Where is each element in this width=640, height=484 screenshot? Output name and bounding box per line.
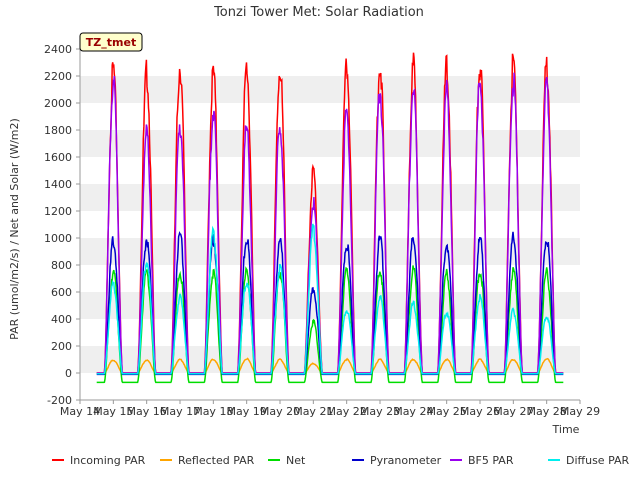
y-tick-label: 1400 — [44, 178, 72, 191]
legend-label: Incoming PAR — [70, 454, 146, 467]
x-tick-label: May 22 — [327, 405, 367, 418]
y-axis-ticks: -200 0 200 400 600 800 1000 1200 1400 1600 1800 200… — [44, 43, 80, 407]
plot-background — [80, 49, 580, 400]
y-tick-label: 1000 — [44, 232, 72, 245]
grid-band — [80, 292, 580, 319]
x-tick-label: May 29 — [560, 405, 600, 418]
legend: Incoming PAR Reflected PAR Net Pyranometer B… — [52, 454, 630, 467]
grid-bands — [80, 76, 580, 373]
y-tick-label: 400 — [51, 313, 72, 326]
y-tick-label: 2400 — [44, 43, 72, 56]
x-tick-label: May 24 — [393, 405, 433, 418]
y-tick-label: 2200 — [44, 70, 72, 83]
legend-label: Reflected PAR — [178, 454, 255, 467]
y-tick-label: 800 — [51, 259, 72, 272]
legend-label: BF5 PAR — [468, 454, 514, 467]
grid-band — [80, 346, 580, 373]
x-tick-label: May 16 — [127, 405, 167, 418]
x-tick-label: May 25 — [427, 405, 467, 418]
grid-band — [80, 130, 580, 157]
x-tick-label: May 15 — [93, 405, 133, 418]
x-tick-label: May 23 — [360, 405, 400, 418]
y-tick-label: 2000 — [44, 97, 72, 110]
site-label-box: TZ_tmet — [79, 32, 143, 52]
y-tick-label: 0 — [65, 367, 72, 380]
legend-label: Net — [286, 454, 306, 467]
x-tick-label: May 20 — [260, 405, 300, 418]
y-tick-label: 1200 — [44, 205, 72, 218]
x-tick-label: May 28 — [527, 405, 567, 418]
x-tick-label: May 26 — [460, 405, 500, 418]
x-axis-label: Time — [552, 423, 580, 436]
x-tick-label: May 18 — [193, 405, 233, 418]
x-tick-label: May 14 — [60, 405, 100, 418]
x-tick-label: May 21 — [293, 405, 333, 418]
y-tick-label: 1800 — [44, 124, 72, 137]
grid-band — [80, 238, 580, 265]
legend-label: Pyranometer — [370, 454, 442, 467]
site-label: TZ_tmet — [86, 36, 136, 49]
grid-band — [80, 184, 580, 211]
x-tick-label: May 27 — [493, 405, 533, 418]
grid-band — [80, 76, 580, 103]
y-tick-label: 600 — [51, 286, 72, 299]
x-tick-label: May 19 — [227, 405, 267, 418]
y-tick-label: -200 — [47, 394, 72, 407]
y-tick-label: 1600 — [44, 151, 72, 164]
series-lines — [96, 52, 564, 384]
y-axis-label: PAR (umol/m2/s) / Net and Solar (W/m2) — [8, 118, 21, 340]
chart-title: Tonzi Tower Met: Solar Radiation — [213, 5, 424, 20]
legend-label: Diffuse PAR — [566, 454, 630, 467]
x-tick-label: May 17 — [160, 405, 200, 418]
series-line-diffuse-par — [96, 223, 564, 375]
y-tick-label: 200 — [51, 340, 72, 353]
